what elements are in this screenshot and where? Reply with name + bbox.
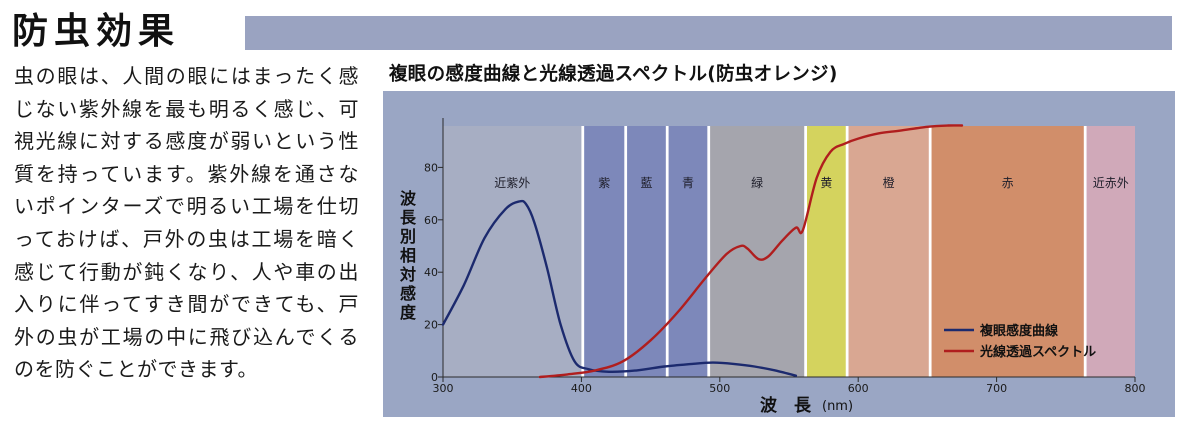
spectrum-band: [931, 126, 1084, 377]
series: [441, 124, 964, 379]
spectrum-band: [627, 126, 666, 377]
band-label: 赤: [1002, 176, 1014, 190]
x-tick-label: 400: [571, 382, 592, 395]
y-axis-label-char: 長: [400, 208, 417, 227]
spectrum-band: [668, 126, 708, 377]
chart-title: 複眼の感度曲線と光線透過スペクトル(防虫オレンジ): [389, 64, 838, 85]
band-label: 紫: [598, 176, 610, 190]
spectrum-band: [806, 126, 846, 377]
legend-label: 複眼感度曲線: [979, 323, 1059, 339]
spectrum-band: [584, 126, 625, 377]
spectrum-band: [710, 126, 805, 377]
band-label: 近紫外: [494, 176, 530, 190]
y-axis-label-char: 度: [400, 303, 417, 322]
x-tick-label: 800: [1125, 382, 1146, 395]
y-axis-label-char: 相: [400, 246, 416, 265]
spectrum-bands: 近紫外 紫 藍 青 緑 黄 橙 赤 近赤外: [443, 126, 1135, 377]
page-title: 防虫効果: [12, 11, 181, 52]
y-axis-label-char: 別: [400, 227, 416, 246]
x-tick-label: 500: [709, 382, 730, 395]
band-label: 黄: [820, 176, 832, 190]
x-tick-label: 700: [986, 382, 1007, 395]
y-tick-label: 60: [424, 214, 438, 227]
y-tick-label: 0: [431, 371, 438, 384]
x-tick-label: 600: [848, 382, 869, 395]
title-bar: [245, 16, 1172, 50]
x-axis-unit: (nm): [822, 399, 853, 414]
y-axis-label-char: 感: [400, 284, 416, 303]
x-tick-label: 300: [433, 382, 454, 395]
y-axis-label-char: 対: [399, 265, 416, 284]
band-label: 緑: [751, 175, 763, 190]
y-tick-label: 80: [424, 161, 438, 174]
y-axis-label-char: 波: [400, 189, 417, 208]
band-label: 橙: [883, 175, 895, 190]
legend-label: 光線透過スペクトル: [979, 344, 1096, 360]
band-label: 青: [682, 176, 694, 190]
band-label: 藍: [640, 176, 652, 190]
band-label: 近赤外: [1093, 176, 1129, 190]
compound-eye-sensitivity-line: [441, 199, 798, 377]
x-axis-label: 波 長: [760, 395, 812, 416]
spectrum-band: [443, 126, 582, 377]
y-tick-label: 20: [424, 319, 438, 332]
light-transmission-line: [538, 124, 964, 379]
spectrum-band: [848, 126, 929, 377]
body-text: 虫の眼は、人間の眼にはまったく感じない紫外線を最も明るく感じ、可視光線に対する感…: [14, 64, 359, 382]
axes: 0 20 40 60 80 300 400 500 600 700 800 波 長 (nm) 波長別相対感…: [399, 118, 1146, 416]
spectrum-band: [1086, 126, 1135, 377]
y-tick-label: 40: [424, 266, 438, 279]
